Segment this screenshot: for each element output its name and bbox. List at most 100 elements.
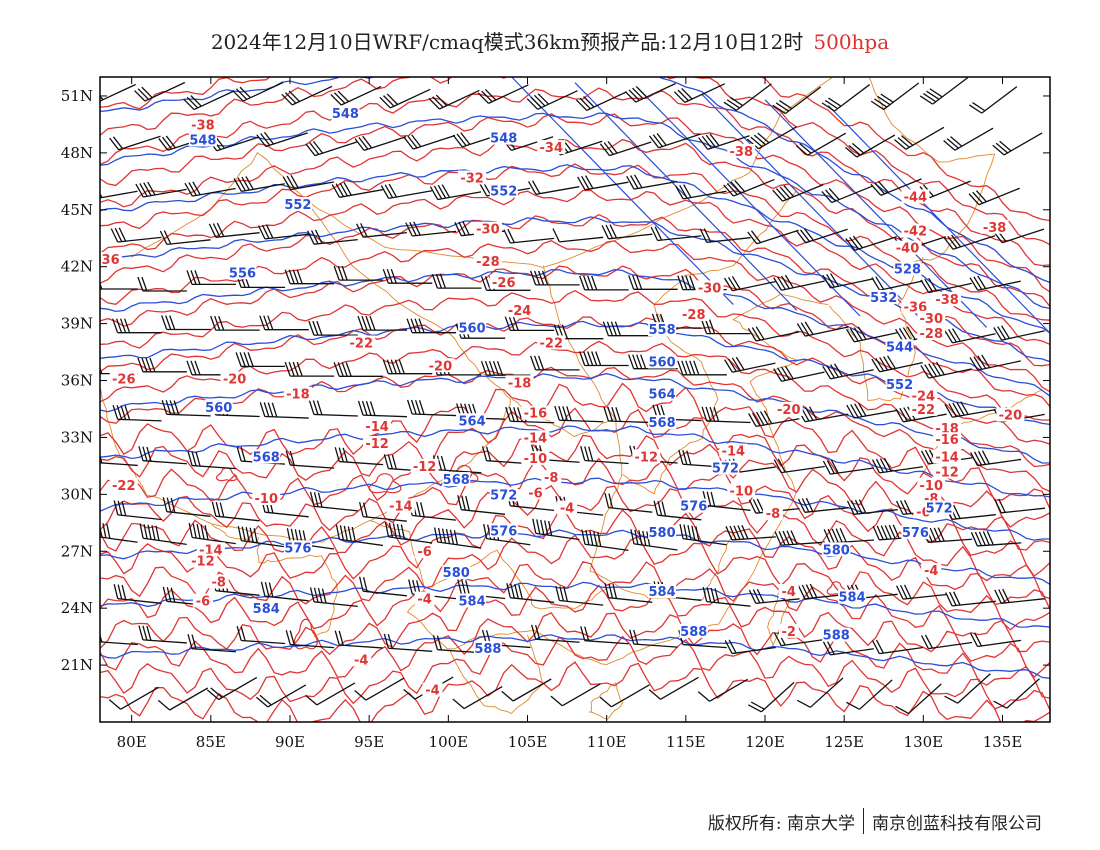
- wind-barb: [354, 677, 405, 701]
- wind-barb: [285, 450, 335, 469]
- wind-barb: [356, 223, 407, 238]
- wind-barb: [628, 275, 678, 290]
- height-label: 564: [459, 414, 486, 429]
- wind-barb: [579, 351, 629, 367]
- wind-barb: [920, 634, 973, 650]
- temperature-label-bg: [778, 623, 799, 638]
- wind-barb: [920, 361, 972, 379]
- wind-barb: [871, 276, 923, 291]
- temperature-label-bg: [351, 652, 372, 667]
- temperature-label: -16: [524, 407, 548, 422]
- wind-barb: [943, 127, 994, 151]
- latitude-axis: 21N 24N 27N 30N 33N 36N 39N 42N 45N 48N 51N: [61, 87, 1050, 674]
- wind-barb: [822, 640, 874, 656]
- temperature-label: -10: [255, 492, 279, 507]
- temperature-label-bg: [188, 117, 217, 132]
- wind-barb: [161, 399, 211, 417]
- height-label-bg: [252, 449, 281, 464]
- wind-barb: [138, 625, 187, 644]
- border-line: [100, 388, 576, 655]
- wind-barb: [379, 88, 431, 109]
- wind-barb: [992, 132, 1043, 156]
- temperature-label: -28: [476, 255, 500, 270]
- map-title: 2024年12月10日WRF/cmaq模式36km预报产品:12月10日12时 5…: [0, 26, 1100, 55]
- temperature-label: -38: [983, 221, 1007, 236]
- temperature-label-bg: [109, 371, 138, 386]
- wind-barb: [210, 315, 260, 331]
- wind-barb: [334, 447, 384, 466]
- wind-barb: [895, 683, 942, 714]
- wind-barb: [183, 90, 235, 111]
- temperature-label-bg: [901, 223, 930, 238]
- temperature-label-bg: [762, 506, 783, 521]
- wind-barb: [748, 410, 800, 428]
- temperature-label-bg: [363, 418, 392, 433]
- height-label: 576: [284, 541, 311, 556]
- wind-barb: [648, 133, 701, 149]
- temperature-label: -38: [935, 293, 959, 308]
- wind-barb: [821, 185, 873, 204]
- height-labels: 548 548 548 552 552 556 560 560 564 568 568 572 576 5…: [188, 105, 954, 657]
- wind-barb: [112, 404, 162, 422]
- temperature-label: -14: [365, 420, 389, 435]
- height-label: 544: [886, 340, 913, 355]
- temperature-label-bg: [220, 371, 249, 386]
- temperature-label-bg: [521, 405, 550, 420]
- wind-barb: [333, 362, 384, 377]
- temperature-label: -8: [212, 576, 226, 591]
- wind-barb: [628, 354, 678, 370]
- wind-barb: [531, 624, 580, 643]
- temperature-label: -30: [476, 223, 500, 238]
- temperature-label: -16: [935, 433, 959, 448]
- wind-barb: [895, 584, 947, 600]
- height-contour: [100, 477, 1050, 541]
- wind-barb: [501, 678, 552, 702]
- temperature-label-bg: [525, 485, 546, 500]
- temperature-label: -6: [196, 594, 210, 609]
- height-label: 568: [253, 450, 280, 465]
- height-contour: [637, 87, 861, 317]
- temperature-label-bg: [252, 491, 281, 506]
- wind-barb: [796, 677, 844, 708]
- wind-barb: [285, 630, 335, 649]
- wind-barb: [406, 399, 457, 417]
- wind-barb: [477, 84, 529, 104]
- wind-barb: [357, 400, 408, 418]
- wind-barb: [774, 530, 825, 546]
- temperature-label-bg: [933, 291, 962, 306]
- temperature-label-bg: [363, 436, 392, 451]
- height-label-bg: [679, 498, 708, 513]
- temperature-label-bg: [774, 401, 803, 416]
- wind-barb: [429, 184, 482, 201]
- isotherm-line: [100, 289, 1050, 421]
- wind-barb: [256, 131, 308, 148]
- pressure-level: 500hpa: [813, 30, 890, 54]
- temperature-label-bg: [426, 358, 455, 373]
- height-label-bg: [188, 132, 217, 147]
- wind-barb: [870, 178, 922, 196]
- temperature-label: -12: [635, 450, 659, 465]
- temperature-label-bg: [414, 591, 435, 606]
- wind-barb: [895, 406, 947, 423]
- height-label-bg: [331, 105, 360, 120]
- wind-barb: [431, 273, 482, 289]
- isotherm-line: [100, 77, 1050, 246]
- wind-barb: [158, 135, 210, 151]
- height-label: 556: [229, 266, 256, 281]
- wind-barb: [100, 448, 138, 467]
- height-label-bg: [283, 540, 312, 555]
- wind-barb: [100, 184, 138, 200]
- isotherm-line: [100, 661, 1050, 722]
- lon-tick-label: 135E: [983, 733, 1023, 751]
- height-label-bg: [442, 472, 471, 487]
- wind-barb: [100, 627, 138, 646]
- lon-tick-label: 90E: [275, 733, 305, 751]
- wind-barb: [282, 174, 334, 191]
- copyright-footer: 版权所有: 南京大学 南京创蓝科技有限公司: [708, 808, 1042, 834]
- wind-barb: [357, 315, 407, 331]
- wind-barb: [135, 181, 187, 198]
- wind-barb: [403, 134, 456, 150]
- height-label: 528: [894, 263, 921, 278]
- wind-barb: [309, 491, 358, 512]
- wind-barb: [822, 459, 874, 475]
